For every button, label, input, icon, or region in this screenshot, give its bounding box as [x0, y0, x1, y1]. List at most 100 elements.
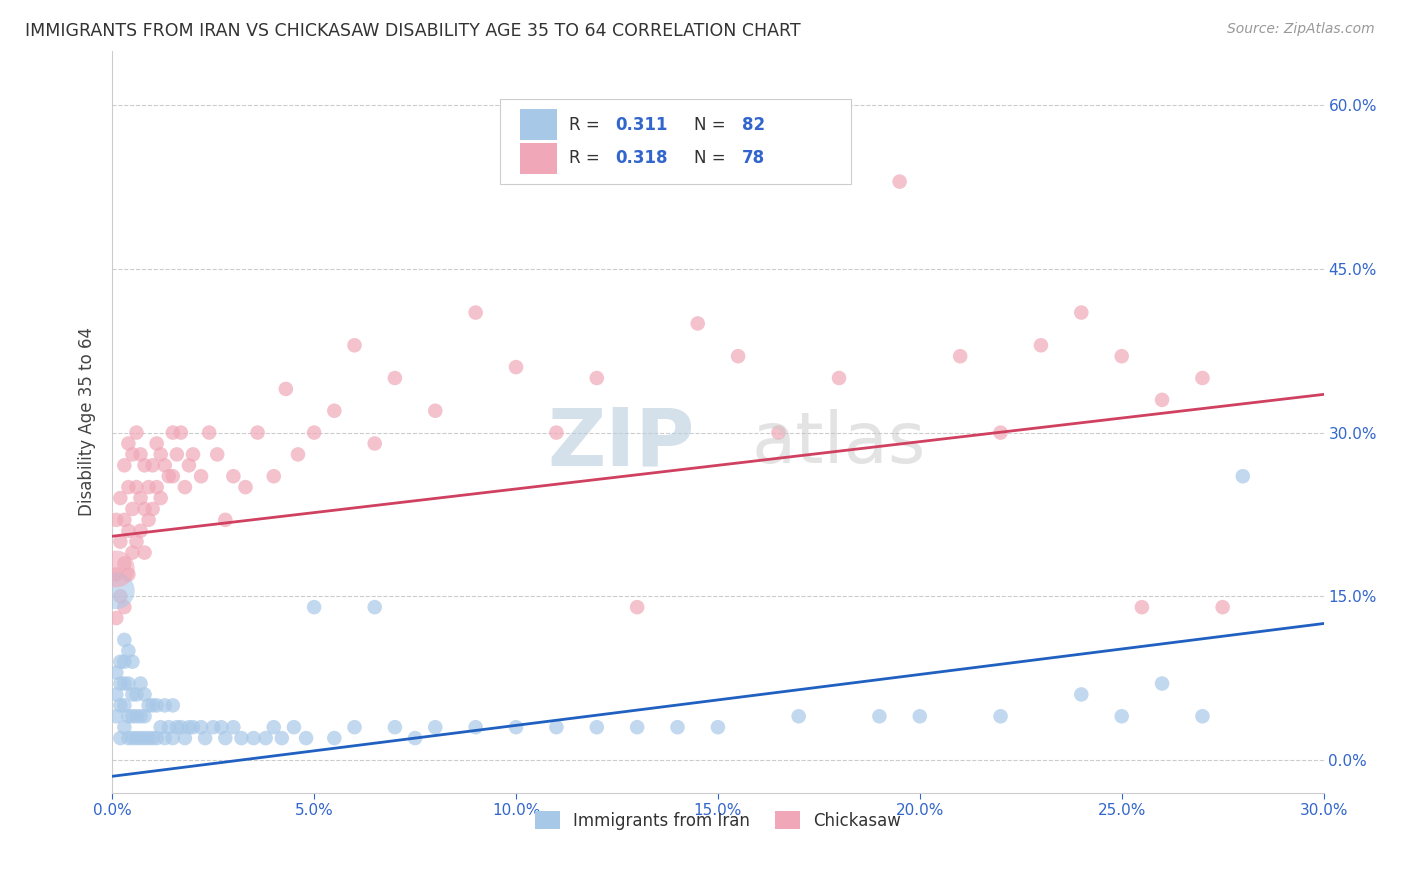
- Point: [121, 546, 143, 560]
- Point: [129, 491, 152, 505]
- Text: R =: R =: [569, 149, 605, 168]
- Point: [343, 720, 366, 734]
- Point: [117, 480, 139, 494]
- Point: [117, 731, 139, 745]
- Point: [209, 720, 232, 734]
- Point: [868, 709, 890, 723]
- Point: [177, 720, 200, 734]
- Point: [112, 720, 135, 734]
- Point: [949, 349, 972, 363]
- Point: [323, 403, 346, 417]
- Point: [889, 175, 911, 189]
- Point: [626, 720, 648, 734]
- Point: [546, 425, 568, 440]
- Point: [1212, 600, 1234, 615]
- Point: [142, 458, 165, 473]
- Point: [142, 502, 165, 516]
- Point: [295, 731, 318, 745]
- Point: [117, 709, 139, 723]
- Point: [121, 688, 143, 702]
- Point: [343, 338, 366, 352]
- Point: [464, 305, 486, 319]
- Point: [214, 513, 236, 527]
- Text: Source: ZipAtlas.com: Source: ZipAtlas.com: [1227, 22, 1375, 37]
- Point: [138, 731, 160, 745]
- Point: [190, 720, 212, 734]
- Point: [129, 447, 152, 461]
- Point: [142, 731, 165, 745]
- Point: [246, 425, 269, 440]
- Point: [302, 425, 325, 440]
- Y-axis label: Disability Age 35 to 64: Disability Age 35 to 64: [79, 327, 96, 516]
- Point: [112, 676, 135, 690]
- Bar: [520, 110, 557, 140]
- Point: [134, 458, 156, 473]
- Point: [121, 731, 143, 745]
- Point: [174, 480, 197, 494]
- Point: [1130, 600, 1153, 615]
- Point: [125, 688, 148, 702]
- Point: [110, 491, 132, 505]
- Point: [170, 425, 193, 440]
- Point: [205, 447, 228, 461]
- Point: [110, 698, 132, 713]
- Point: [198, 425, 221, 440]
- Point: [105, 665, 128, 680]
- Point: [546, 720, 568, 734]
- Point: [1070, 688, 1092, 702]
- Text: 78: 78: [742, 149, 765, 168]
- Point: [686, 317, 709, 331]
- Point: [1191, 371, 1213, 385]
- Point: [145, 698, 167, 713]
- Point: [235, 480, 257, 494]
- Point: [1152, 676, 1174, 690]
- Point: [585, 720, 607, 734]
- Point: [990, 709, 1012, 723]
- Point: [222, 469, 245, 483]
- Point: [363, 436, 385, 450]
- Point: [125, 425, 148, 440]
- Point: [117, 524, 139, 538]
- Point: [302, 600, 325, 615]
- Point: [129, 731, 152, 745]
- Point: [1111, 709, 1133, 723]
- Point: [138, 513, 160, 527]
- Point: [214, 731, 236, 745]
- Point: [1029, 338, 1052, 352]
- Point: [323, 731, 346, 745]
- Point: [134, 731, 156, 745]
- Point: [112, 458, 135, 473]
- Point: [125, 709, 148, 723]
- Point: [105, 688, 128, 702]
- Point: [990, 425, 1012, 440]
- Point: [112, 557, 135, 571]
- Point: [153, 458, 176, 473]
- Point: [121, 502, 143, 516]
- Point: [242, 731, 264, 745]
- Point: [121, 655, 143, 669]
- Point: [162, 731, 184, 745]
- Text: ZIP: ZIP: [547, 405, 695, 483]
- Point: [134, 709, 156, 723]
- Point: [134, 502, 156, 516]
- Point: [202, 720, 225, 734]
- Point: [828, 371, 851, 385]
- Point: [505, 720, 527, 734]
- Point: [112, 632, 135, 647]
- Point: [110, 731, 132, 745]
- Point: [363, 600, 385, 615]
- Point: [170, 720, 193, 734]
- Point: [166, 720, 188, 734]
- Point: [162, 425, 184, 440]
- Point: [908, 709, 931, 723]
- Text: N =: N =: [693, 149, 731, 168]
- Point: [134, 546, 156, 560]
- Point: [384, 371, 406, 385]
- Point: [425, 720, 447, 734]
- Point: [125, 731, 148, 745]
- Point: [190, 469, 212, 483]
- Point: [121, 709, 143, 723]
- Point: [174, 731, 197, 745]
- Point: [117, 567, 139, 582]
- Point: [134, 688, 156, 702]
